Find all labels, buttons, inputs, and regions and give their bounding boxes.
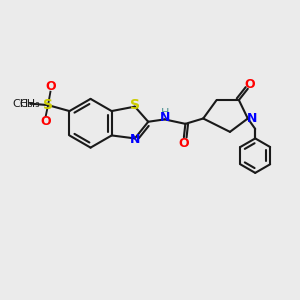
Text: N: N: [247, 112, 257, 125]
Text: O: O: [45, 80, 56, 93]
Text: S: S: [43, 98, 53, 112]
Text: O: O: [178, 137, 189, 150]
Text: S: S: [130, 98, 140, 112]
Text: CH₃: CH₃: [20, 99, 40, 109]
Text: N: N: [160, 111, 170, 124]
Text: H: H: [161, 108, 170, 118]
Text: N: N: [130, 133, 140, 146]
Text: O: O: [40, 115, 51, 128]
Text: CH₃: CH₃: [12, 99, 33, 109]
Text: O: O: [245, 78, 256, 91]
